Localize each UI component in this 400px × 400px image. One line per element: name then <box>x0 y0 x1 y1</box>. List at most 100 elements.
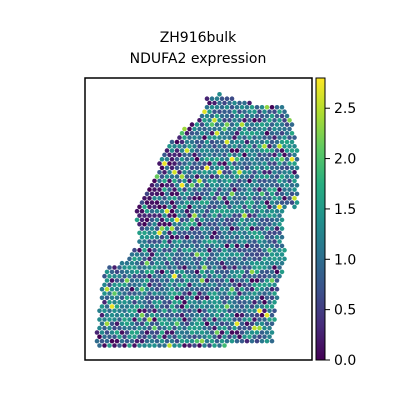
spot <box>224 191 230 197</box>
spot <box>234 234 240 240</box>
spot <box>107 299 112 305</box>
spot <box>237 273 242 279</box>
spot <box>229 269 235 275</box>
spot <box>142 213 147 218</box>
spot <box>99 321 105 327</box>
spot <box>209 174 215 179</box>
spot <box>139 252 145 257</box>
spot <box>267 239 272 244</box>
spot <box>287 170 292 175</box>
spot <box>262 273 267 279</box>
spot <box>252 109 257 114</box>
spot <box>174 260 180 266</box>
spot <box>117 265 122 270</box>
spot <box>234 113 240 119</box>
spot <box>232 152 237 158</box>
spot <box>244 157 250 162</box>
spot <box>272 265 277 270</box>
spot <box>142 343 147 348</box>
spot <box>217 273 222 279</box>
spot <box>119 278 125 283</box>
spot <box>127 317 132 322</box>
spot <box>179 252 185 257</box>
spot <box>244 174 250 179</box>
spot <box>214 139 220 145</box>
spots-layer <box>94 92 300 348</box>
spot <box>159 269 165 275</box>
spot <box>287 196 292 201</box>
spot <box>184 131 190 136</box>
spot <box>224 312 230 318</box>
spot <box>269 122 275 127</box>
spot <box>232 282 237 288</box>
spot <box>144 312 150 318</box>
spot <box>224 96 230 101</box>
spot <box>172 282 177 288</box>
spot <box>212 170 217 175</box>
spot <box>119 304 125 309</box>
spot <box>124 304 130 309</box>
spot <box>149 269 155 275</box>
spot <box>152 299 157 305</box>
spot <box>279 105 285 110</box>
spot <box>222 343 227 348</box>
spot <box>137 221 142 227</box>
spot <box>179 243 185 249</box>
spot <box>194 122 200 127</box>
spot <box>119 338 125 344</box>
spot <box>259 208 265 214</box>
spot <box>129 304 135 309</box>
spot <box>279 234 285 240</box>
spot <box>137 291 142 296</box>
spot <box>179 295 185 301</box>
spot <box>162 299 167 305</box>
spot <box>134 208 140 214</box>
spot <box>189 252 195 257</box>
spot <box>159 312 165 318</box>
spot <box>199 131 205 136</box>
spot <box>239 312 245 318</box>
spot <box>164 286 170 292</box>
spot <box>177 204 182 210</box>
spot <box>267 213 272 218</box>
spot <box>282 126 287 132</box>
spot <box>214 191 220 197</box>
spot <box>217 299 222 305</box>
spot <box>232 265 237 270</box>
spot <box>209 122 215 127</box>
spot <box>162 273 167 279</box>
spot <box>184 191 190 197</box>
spot <box>214 278 220 283</box>
spot <box>169 148 175 153</box>
spot <box>209 139 215 145</box>
spot <box>257 308 262 314</box>
spot <box>249 234 255 240</box>
spot <box>269 148 275 153</box>
spot <box>129 330 135 335</box>
spot <box>282 135 287 140</box>
spot <box>269 260 275 266</box>
spot <box>247 161 252 166</box>
spot <box>257 291 262 296</box>
spot <box>162 343 167 348</box>
spot <box>149 321 155 327</box>
spot <box>222 299 227 305</box>
spot <box>269 200 275 205</box>
spot <box>239 234 245 240</box>
spot <box>234 304 240 309</box>
spot <box>199 208 205 214</box>
spot <box>242 144 247 149</box>
spot <box>162 178 167 184</box>
spot <box>242 152 247 158</box>
spot <box>237 239 242 244</box>
spot <box>204 96 210 101</box>
spot <box>207 265 212 270</box>
spot <box>249 260 255 266</box>
spot <box>259 191 265 197</box>
spot <box>184 200 190 205</box>
spot <box>204 312 210 318</box>
spot <box>137 282 142 288</box>
spot <box>209 131 215 136</box>
spot <box>242 187 247 192</box>
spot <box>237 308 242 314</box>
